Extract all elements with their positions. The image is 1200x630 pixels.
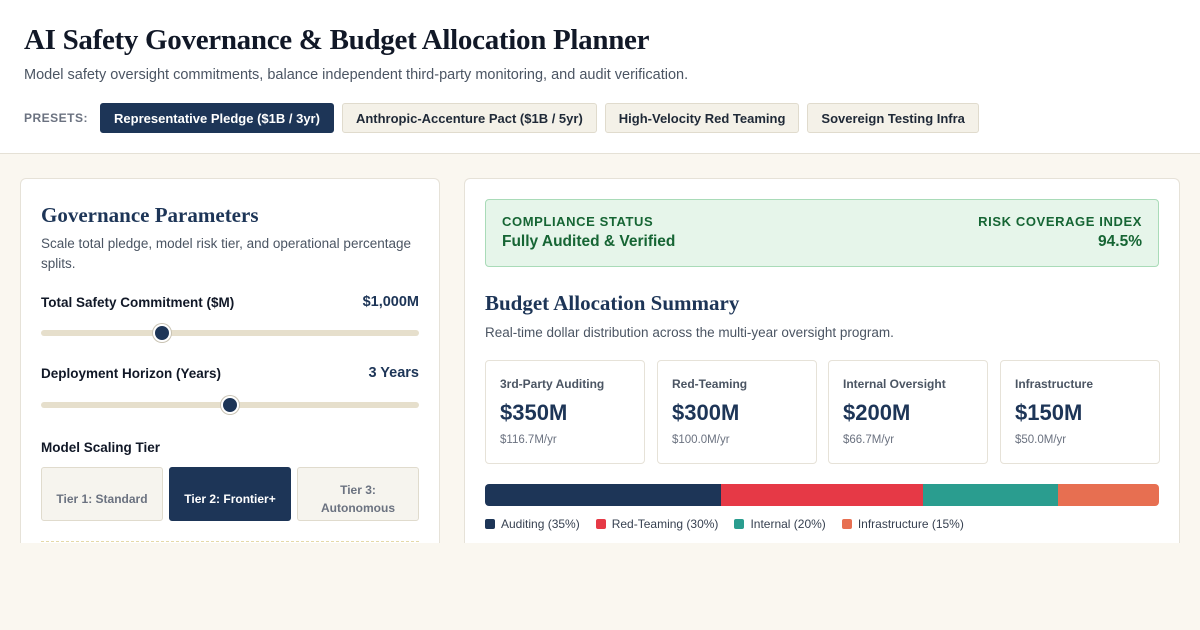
- horizon-slider-thumb[interactable]: [221, 396, 239, 414]
- stack-segment-red-teaming: [720, 484, 924, 506]
- section-divider: [41, 541, 419, 542]
- tier-3-label-line1: Tier 3:: [340, 483, 376, 497]
- stack-segment-auditing: [485, 484, 721, 506]
- preset-representative-pledge-button[interactable]: Representative Pledge ($1B / 3yr): [100, 103, 334, 133]
- preset-bar: PRESETS: Representative Pledge ($1B / 3y…: [24, 103, 987, 133]
- tier-1-standard-button[interactable]: Tier 1: Standard: [41, 467, 163, 521]
- legend-item-red-teaming: Red-Teaming (30%): [595, 517, 719, 531]
- risk-coverage-label: RISK COVERAGE INDEX: [978, 214, 1142, 229]
- legend-label: Auditing (35%): [501, 517, 580, 531]
- legend-item-internal: Internal (20%): [734, 517, 826, 531]
- legend-item-infrastructure: Infrastructure (15%): [841, 517, 964, 531]
- governance-title: Governance Parameters: [41, 203, 259, 227]
- allocation-card-infrastructure: Infrastructure $150M $50.0M/yr: [1000, 360, 1160, 464]
- legend-label: Internal (20%): [750, 517, 826, 531]
- governance-subtitle: Scale total pledge, model risk tier, and…: [41, 236, 411, 271]
- allocation-amount: $350M: [500, 400, 568, 425]
- allocation-rate: $116.7M/yr: [500, 434, 557, 446]
- allocation-rate: $50.0M/yr: [1015, 434, 1067, 446]
- tier-3-label-line2: Autonomous: [321, 501, 395, 515]
- allocation-amount: $200M: [843, 400, 911, 425]
- legend-swatch: [485, 519, 495, 529]
- legend-swatch: [841, 519, 852, 529]
- allocation-stacked-bar: [485, 484, 1159, 506]
- presets-label: PRESETS:: [24, 111, 89, 125]
- allocation-card-auditing: 3rd-Party Auditing $350M $116.7M/yr: [485, 360, 645, 464]
- header-bar: AI Safety Governance & Budget Allocation…: [0, 0, 1200, 154]
- risk-coverage-value: 94.5%: [1098, 233, 1142, 250]
- tier-selector: Tier 1: Standard Tier 2: Frontier+ Tier …: [41, 467, 425, 521]
- horizon-value: 3 Years: [368, 365, 419, 381]
- tier-2-label: Tier 2: Frontier+: [184, 492, 276, 506]
- summary-title: Budget Allocation Summary: [485, 291, 740, 315]
- allocation-amount: $150M: [1015, 400, 1083, 425]
- tier-label: Model Scaling Tier: [41, 440, 161, 455]
- commitment-label: Total Safety Commitment ($M): [41, 295, 235, 310]
- compliance-status-label: COMPLIANCE STATUS: [502, 214, 654, 229]
- legend-swatch: [595, 519, 606, 529]
- tier-1-label: Tier 1: Standard: [56, 492, 148, 506]
- page-title: AI Safety Governance & Budget Allocation…: [24, 24, 650, 56]
- governance-panel: Governance Parameters Scale total pledge…: [20, 178, 440, 543]
- preset-sovereign-testing-button[interactable]: Sovereign Testing Infra: [807, 103, 979, 133]
- page-subtitle: Model safety oversight commitments, bala…: [24, 67, 689, 83]
- allocation-amount: $300M: [672, 400, 740, 425]
- allocation-rate: $66.7M/yr: [843, 434, 895, 446]
- stack-segment-internal: [923, 484, 1058, 506]
- legend-label: Infrastructure (15%): [857, 517, 964, 531]
- legend-swatch: [734, 519, 745, 529]
- tier-2-frontier-button[interactable]: Tier 2: Frontier+: [169, 467, 291, 521]
- allocation-card-red-teaming: Red-Teaming $300M $100.0M/yr: [657, 360, 817, 464]
- allocation-name: Red-Teaming: [672, 377, 748, 391]
- allocation-name: Internal Oversight: [843, 377, 946, 391]
- commitment-value: $1,000M: [362, 294, 419, 310]
- preset-anthropic-accenture-button[interactable]: Anthropic-Accenture Pact ($1B / 5yr): [341, 103, 597, 133]
- stack-segment-infrastructure: [1057, 484, 1159, 506]
- legend-item-auditing: Auditing (35%): [485, 517, 580, 531]
- allocation-name: 3rd-Party Auditing: [500, 377, 605, 391]
- commitment-slider[interactable]: [41, 324, 419, 342]
- horizon-slider[interactable]: [41, 396, 419, 414]
- summary-subtitle: Real-time dollar distribution across the…: [485, 325, 894, 340]
- tier-3-autonomous-button[interactable]: Tier 3: Autonomous: [297, 467, 419, 521]
- preset-red-teaming-button[interactable]: High-Velocity Red Teaming: [604, 103, 800, 133]
- allocation-name: Infrastructure: [1015, 377, 1094, 391]
- commitment-slider-thumb[interactable]: [152, 324, 171, 342]
- compliance-status-box: COMPLIANCE STATUS Fully Audited & Verifi…: [485, 199, 1159, 267]
- allocation-legend: Auditing (35%) Red-Teaming (30%) Interna…: [485, 517, 980, 531]
- legend-label: Red-Teaming (30%): [611, 517, 719, 531]
- allocation-rate: $100.0M/yr: [672, 434, 730, 446]
- allocation-card-internal: Internal Oversight $200M $66.7M/yr: [828, 360, 988, 464]
- summary-panel: COMPLIANCE STATUS Fully Audited & Verifi…: [464, 178, 1180, 543]
- horizon-label: Deployment Horizon (Years): [41, 366, 222, 381]
- compliance-status-value: Fully Audited & Verified: [502, 233, 676, 250]
